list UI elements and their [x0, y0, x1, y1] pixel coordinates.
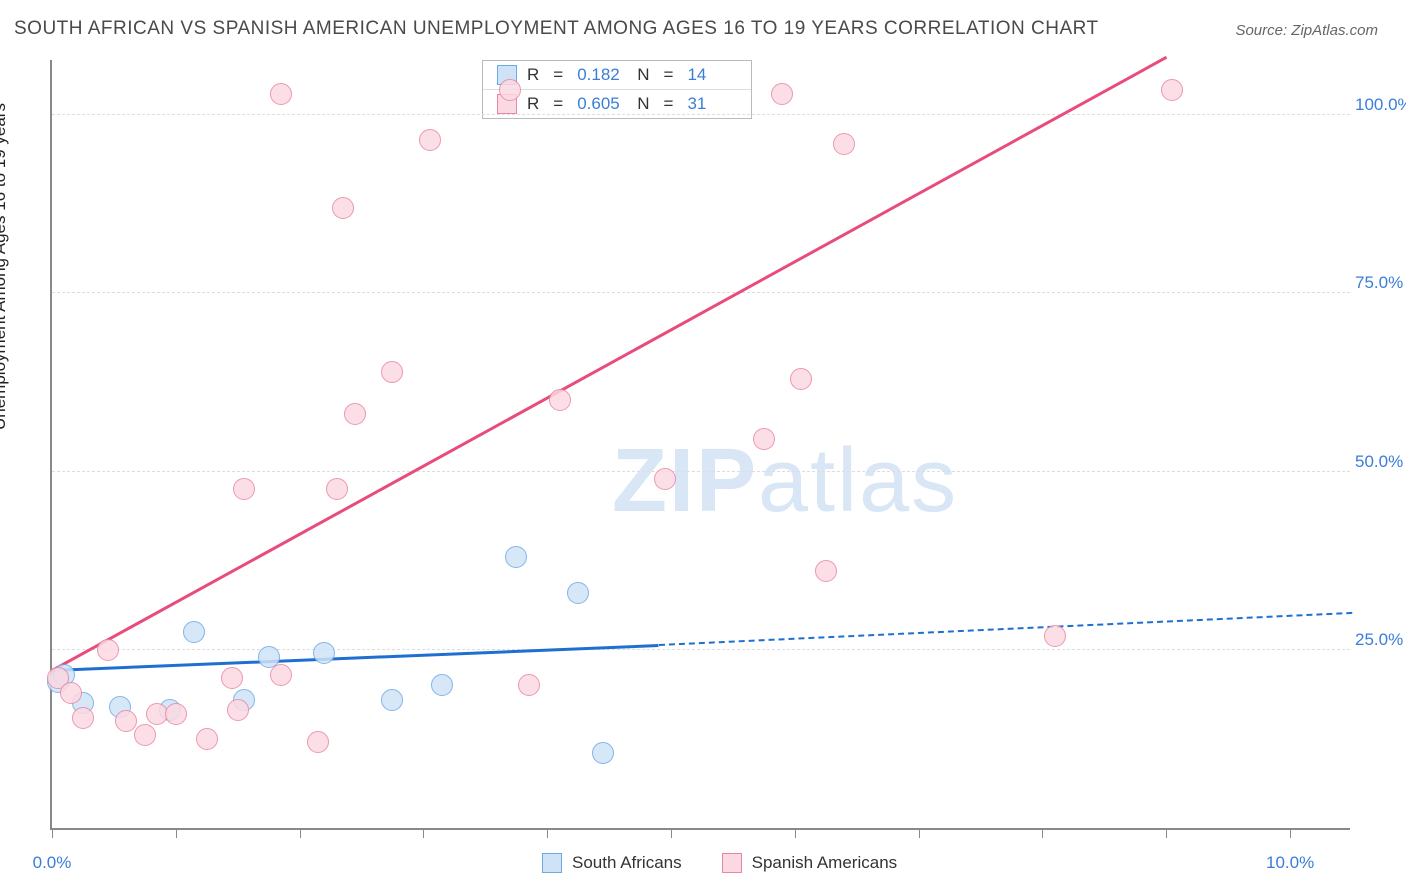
data-point [115, 710, 137, 732]
data-point [654, 468, 676, 490]
data-point [221, 667, 243, 689]
correlation-stats-box: R = 0.182 N = 14 R = 0.605 N = 31 [482, 60, 752, 119]
trend-line [51, 56, 1166, 671]
correlation-chart: SOUTH AFRICAN VS SPANISH AMERICAN UNEMPL… [0, 0, 1406, 892]
x-tick [52, 828, 53, 838]
x-tick-label: 10.0% [1266, 853, 1314, 873]
stats-row-series-1: R = 0.182 N = 14 [483, 61, 751, 89]
n-value: 31 [687, 94, 737, 114]
data-point [233, 478, 255, 500]
x-tick [671, 828, 672, 838]
data-point [771, 83, 793, 105]
gridline [52, 649, 1350, 650]
data-point [134, 724, 156, 746]
data-point [518, 674, 540, 696]
legend-label: Spanish Americans [752, 853, 898, 873]
data-point [332, 197, 354, 219]
gridline [52, 471, 1350, 472]
data-point [753, 428, 775, 450]
x-tick [547, 828, 548, 838]
data-point [505, 546, 527, 568]
data-point [307, 731, 329, 753]
x-tick [176, 828, 177, 838]
data-point [431, 674, 453, 696]
chart-title: SOUTH AFRICAN VS SPANISH AMERICAN UNEMPL… [14, 18, 1099, 40]
legend-label: South Africans [572, 853, 682, 873]
data-point [344, 403, 366, 425]
x-tick [423, 828, 424, 838]
legend-item: Spanish Americans [722, 853, 898, 873]
data-point [1161, 79, 1183, 101]
data-point [499, 79, 521, 101]
n-value: 14 [687, 65, 737, 85]
data-point [815, 560, 837, 582]
data-point [567, 582, 589, 604]
x-tick [1290, 828, 1291, 838]
r-value: 0.182 [577, 65, 627, 85]
gridline [52, 292, 1350, 293]
data-point [183, 621, 205, 643]
data-point [790, 368, 812, 390]
data-point [270, 83, 292, 105]
r-value: 0.605 [577, 94, 627, 114]
data-point [833, 133, 855, 155]
y-tick-label: 100.0% [1355, 95, 1406, 115]
data-point [165, 703, 187, 725]
x-tick [919, 828, 920, 838]
y-tick-label: 75.0% [1355, 273, 1406, 293]
data-point [381, 361, 403, 383]
data-point [313, 642, 335, 664]
swatch-icon [542, 853, 562, 873]
data-point [72, 707, 94, 729]
y-axis-label: Unemployment Among Ages 16 to 19 years [0, 103, 10, 430]
data-point [1044, 625, 1066, 647]
x-tick [795, 828, 796, 838]
data-point [97, 639, 119, 661]
x-tick [300, 828, 301, 838]
data-point [227, 699, 249, 721]
data-point [60, 682, 82, 704]
x-tick [1042, 828, 1043, 838]
x-tick [1166, 828, 1167, 838]
swatch-icon [722, 853, 742, 873]
data-point [196, 728, 218, 750]
data-point [549, 389, 571, 411]
y-tick-label: 50.0% [1355, 452, 1406, 472]
data-point [381, 689, 403, 711]
trend-line [659, 612, 1352, 646]
data-point [326, 478, 348, 500]
y-tick-label: 25.0% [1355, 630, 1406, 650]
source-label: Source: ZipAtlas.com [1235, 22, 1378, 39]
data-point [270, 664, 292, 686]
gridline [52, 114, 1350, 115]
data-point [419, 129, 441, 151]
legend-item: South Africans [542, 853, 682, 873]
data-point [592, 742, 614, 764]
x-tick-label: 0.0% [33, 853, 72, 873]
plot-area: ZIPatlas R = 0.182 N = 14 R = 0.605 N = … [50, 60, 1350, 830]
legend: South Africans Spanish Americans [542, 853, 897, 873]
